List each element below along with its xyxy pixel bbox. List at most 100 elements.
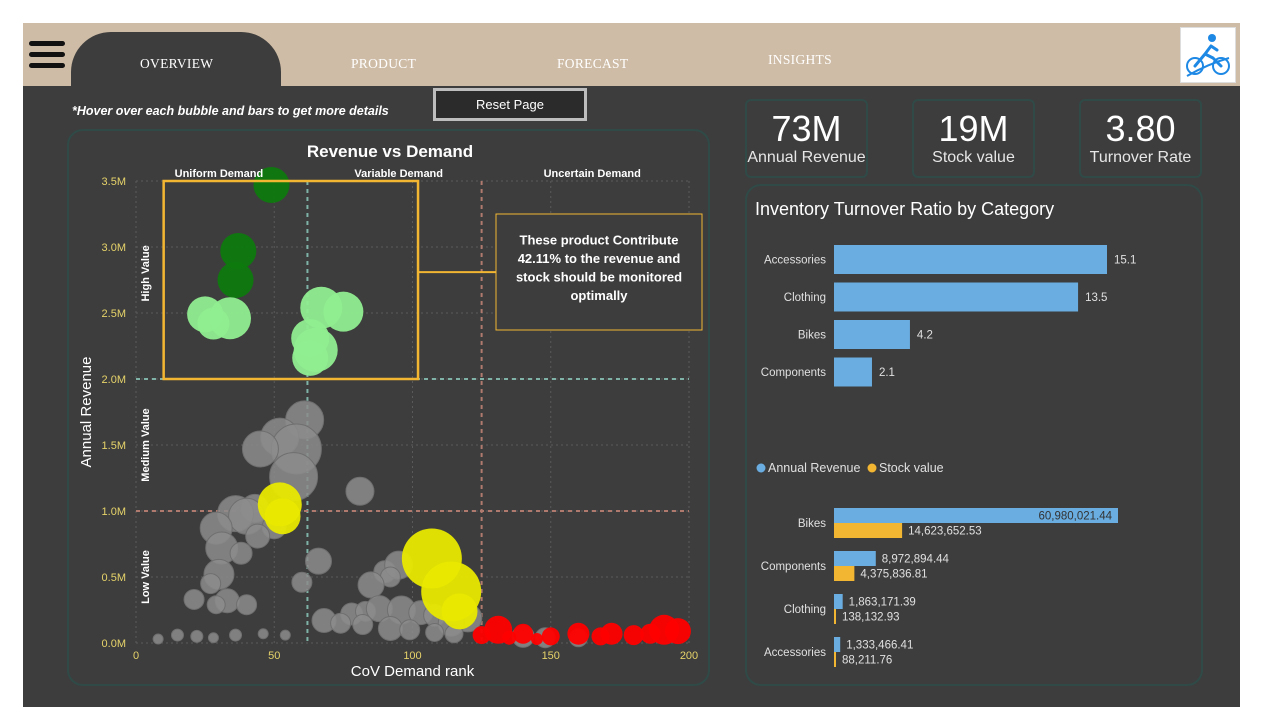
legend-marker bbox=[756, 463, 766, 473]
high-value-bubble bbox=[323, 291, 364, 332]
zone-label-x: Uncertain Demand bbox=[544, 168, 641, 180]
x-tick-label: 200 bbox=[680, 650, 698, 662]
medium-bubble bbox=[399, 619, 421, 641]
turnover-bar bbox=[834, 357, 872, 387]
y-tick-label: 0.0M bbox=[102, 638, 126, 650]
x-tick-label: 150 bbox=[542, 650, 560, 662]
tab-forecast[interactable]: FORECAST bbox=[557, 56, 629, 71]
reset-page-button[interactable]: Reset Page bbox=[433, 88, 587, 121]
data-label: 60,980,021.44 bbox=[1038, 511, 1112, 523]
uncertain-bubble bbox=[591, 627, 610, 646]
x-tick-label: 50 bbox=[268, 650, 280, 662]
turnover-chart-title: Inventory Turnover Ratio by Category bbox=[755, 199, 1054, 219]
medium-bubble bbox=[152, 633, 164, 645]
y-tick-label: 0.5M bbox=[102, 572, 126, 584]
stock-bar bbox=[834, 609, 836, 624]
uncertain-bubble bbox=[541, 627, 560, 646]
high-value-dark-bubble bbox=[253, 166, 290, 203]
data-label: 13.5 bbox=[1085, 292, 1107, 304]
high-value-dark-bubble bbox=[220, 232, 257, 269]
cyclist-logo-icon bbox=[1180, 27, 1236, 83]
tab-overview[interactable]: OVERVIEW bbox=[140, 56, 214, 71]
kpi-value: 73M bbox=[771, 108, 842, 149]
medium-bubble bbox=[206, 595, 226, 615]
uncertain-bubble bbox=[664, 618, 691, 645]
y-tick-label: 2.5M bbox=[102, 308, 126, 320]
stock-bar bbox=[834, 652, 836, 667]
medium-bubble bbox=[257, 628, 269, 640]
medium-bubble bbox=[183, 588, 205, 610]
medium-bubble bbox=[229, 628, 243, 642]
medium-bubble bbox=[377, 615, 403, 641]
yellow-bubble bbox=[264, 498, 301, 535]
x-axis-label: CoV Demand rank bbox=[351, 663, 475, 680]
revenue-bar bbox=[834, 508, 1118, 523]
medium-bubble bbox=[291, 571, 313, 593]
hover-note: *Hover over each bubble and bars to get … bbox=[72, 104, 389, 118]
kpi-turnover-rate: 3.80 Turnover Rate bbox=[1079, 99, 1202, 178]
highlight-box bbox=[162, 179, 420, 381]
uncertain-bubble bbox=[623, 625, 644, 646]
medium-bubble bbox=[279, 629, 291, 641]
revenue-bar bbox=[834, 637, 841, 652]
medium-bubble bbox=[352, 614, 374, 636]
legend-label: Annual Revenue bbox=[768, 461, 860, 475]
zone-label-y: Low Value bbox=[140, 550, 152, 604]
active-tab-background bbox=[71, 32, 281, 86]
bar-charts[interactable]: Inventory Turnover Ratio by Category Acce… bbox=[747, 186, 1205, 688]
legend-marker bbox=[867, 463, 877, 473]
tab-product[interactable]: PRODUCT bbox=[351, 56, 417, 71]
revenue-vs-demand-chart[interactable]: Revenue vs Demand 0.0M 0.5M 1.0M 1.5M 2.0M 2.5… bbox=[69, 131, 712, 688]
high-value-bubble bbox=[197, 307, 230, 340]
data-label: 4,375,836.81 bbox=[860, 569, 927, 581]
x-tick-label: 0 bbox=[133, 650, 139, 662]
medium-bubble bbox=[170, 628, 184, 642]
data-label: 14,623,652.53 bbox=[908, 526, 982, 538]
data-label: 138,132.93 bbox=[842, 612, 900, 624]
kpi-value: 19M bbox=[938, 108, 1009, 149]
annotation-box bbox=[495, 213, 703, 331]
stock-bar bbox=[834, 566, 855, 581]
stock-bar bbox=[834, 523, 903, 538]
chart-title: Revenue vs Demand bbox=[307, 142, 473, 161]
medium-bubble bbox=[345, 476, 375, 506]
y-tick-label: 1.5M bbox=[102, 440, 126, 452]
data-label: 8,972,894.44 bbox=[882, 554, 950, 566]
y-tick-label: 3.5M bbox=[102, 176, 126, 188]
medium-bubble bbox=[357, 571, 385, 599]
y-tick-label: 1.0M bbox=[102, 506, 126, 518]
category-label: Clothing bbox=[784, 604, 826, 616]
zone-label-y: High Value bbox=[140, 245, 152, 301]
high-value-bubble bbox=[292, 339, 329, 376]
medium-bubble bbox=[200, 573, 222, 595]
tab-insights[interactable]: INSIGHTS bbox=[768, 52, 832, 67]
top-nav-bar: OVERVIEW PRODUCT FORECAST INSIGHTS bbox=[23, 23, 1240, 86]
medium-bubble bbox=[425, 622, 445, 642]
menu-icon[interactable] bbox=[29, 41, 67, 71]
data-label: 1,863,171.39 bbox=[849, 597, 916, 609]
zone-label-x: Variable Demand bbox=[354, 168, 443, 180]
kpi-label: Turnover Rate bbox=[1089, 149, 1192, 166]
category-label: Components bbox=[761, 367, 826, 379]
category-label: Accessories bbox=[764, 255, 826, 267]
category-label: Bikes bbox=[798, 330, 826, 342]
kpi-value: 3.80 bbox=[1105, 108, 1176, 149]
category-label: Bikes bbox=[798, 518, 826, 530]
y-tick-label: 3.0M bbox=[102, 242, 126, 254]
dashboard-frame: OVERVIEW PRODUCT FORECAST INSIGHTS *Hove… bbox=[23, 23, 1240, 707]
revenue-bar bbox=[834, 551, 876, 566]
y-tick-label: 2.0M bbox=[102, 374, 126, 386]
uncertain-bubble bbox=[567, 622, 590, 645]
kpi-stock-value: 19M Stock value bbox=[912, 99, 1035, 178]
zone-label-x: Uniform Demand bbox=[175, 168, 264, 180]
uncertain-bubble bbox=[530, 633, 543, 646]
data-label: 2.1 bbox=[879, 367, 895, 379]
y-axis-label: Annual Revenue bbox=[78, 357, 95, 468]
turnover-bar bbox=[834, 245, 1107, 274]
data-label: 4.2 bbox=[917, 330, 933, 342]
uncertain-bubble bbox=[513, 623, 534, 644]
uncertain-bubble bbox=[502, 630, 517, 645]
medium-bubble bbox=[245, 523, 271, 549]
data-label: 15.1 bbox=[1114, 255, 1136, 267]
bar-charts-panel: Inventory Turnover Ratio by Category Acce… bbox=[745, 184, 1203, 686]
